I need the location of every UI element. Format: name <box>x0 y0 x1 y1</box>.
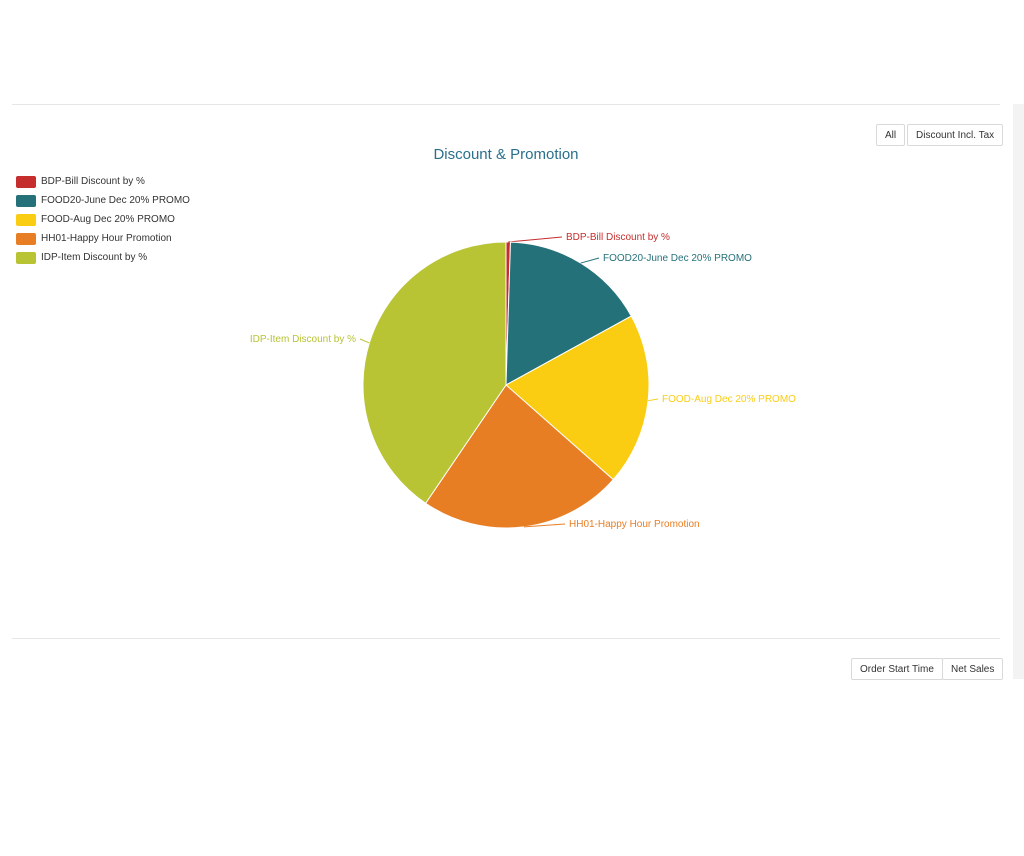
leader-line <box>508 236 563 243</box>
leader-line <box>580 257 600 264</box>
chart-legend: BDP-Bill Discount by % FOOD20-June Dec 2… <box>16 172 190 267</box>
pie-slice[interactable] <box>505 241 632 386</box>
legend-swatch <box>16 175 36 188</box>
legend-item-bdp[interactable]: BDP-Bill Discount by % <box>16 172 190 191</box>
slice-label: IDP-Item Discount by % <box>250 334 356 345</box>
pie-chart: BDP-Bill Discount by % FOOD20-June Dec 20… <box>250 232 796 530</box>
all-button[interactable]: All <box>876 124 906 146</box>
leader-line <box>359 338 370 344</box>
net-sales-button[interactable]: Net Sales <box>942 658 1004 680</box>
slice-label: HH01-Happy Hour Promotion <box>569 519 700 530</box>
legend-swatch <box>16 232 36 245</box>
pie-slice[interactable] <box>424 384 614 529</box>
legend-swatch <box>16 213 36 226</box>
scrollbar-track[interactable] <box>1013 104 1024 679</box>
legend-label: HH01-Happy Hour Promotion <box>41 233 172 244</box>
order-start-time-button[interactable]: Order Start Time <box>851 658 943 680</box>
legend-item-food-aug[interactable]: FOOD-Aug Dec 20% PROMO <box>16 210 190 229</box>
section-divider <box>12 638 1000 639</box>
slice-label: FOOD-Aug Dec 20% PROMO <box>662 394 796 405</box>
legend-item-hh01[interactable]: HH01-Happy Hour Promotion <box>16 229 190 248</box>
top-divider <box>12 104 1000 105</box>
slice-label: FOOD20-June Dec 20% PROMO <box>603 253 752 264</box>
leader-line <box>523 523 566 528</box>
legend-label: BDP-Bill Discount by % <box>41 176 145 187</box>
slice-label: BDP-Bill Discount by % <box>566 232 670 243</box>
legend-swatch <box>16 251 36 264</box>
legend-item-food20[interactable]: FOOD20-June Dec 20% PROMO <box>16 191 190 210</box>
legend-swatch <box>16 194 36 207</box>
legend-label: FOOD-Aug Dec 20% PROMO <box>41 214 175 225</box>
leader-line <box>648 398 659 402</box>
legend-label: FOOD20-June Dec 20% PROMO <box>41 195 190 206</box>
legend-item-idp[interactable]: IDP-Item Discount by % <box>16 248 190 267</box>
legend-label: IDP-Item Discount by % <box>41 252 148 263</box>
chart-title: Discount & Promotion <box>433 146 579 163</box>
pie-slice[interactable] <box>362 241 507 504</box>
discount-incl-tax-button[interactable]: Discount Incl. Tax <box>907 124 1004 146</box>
